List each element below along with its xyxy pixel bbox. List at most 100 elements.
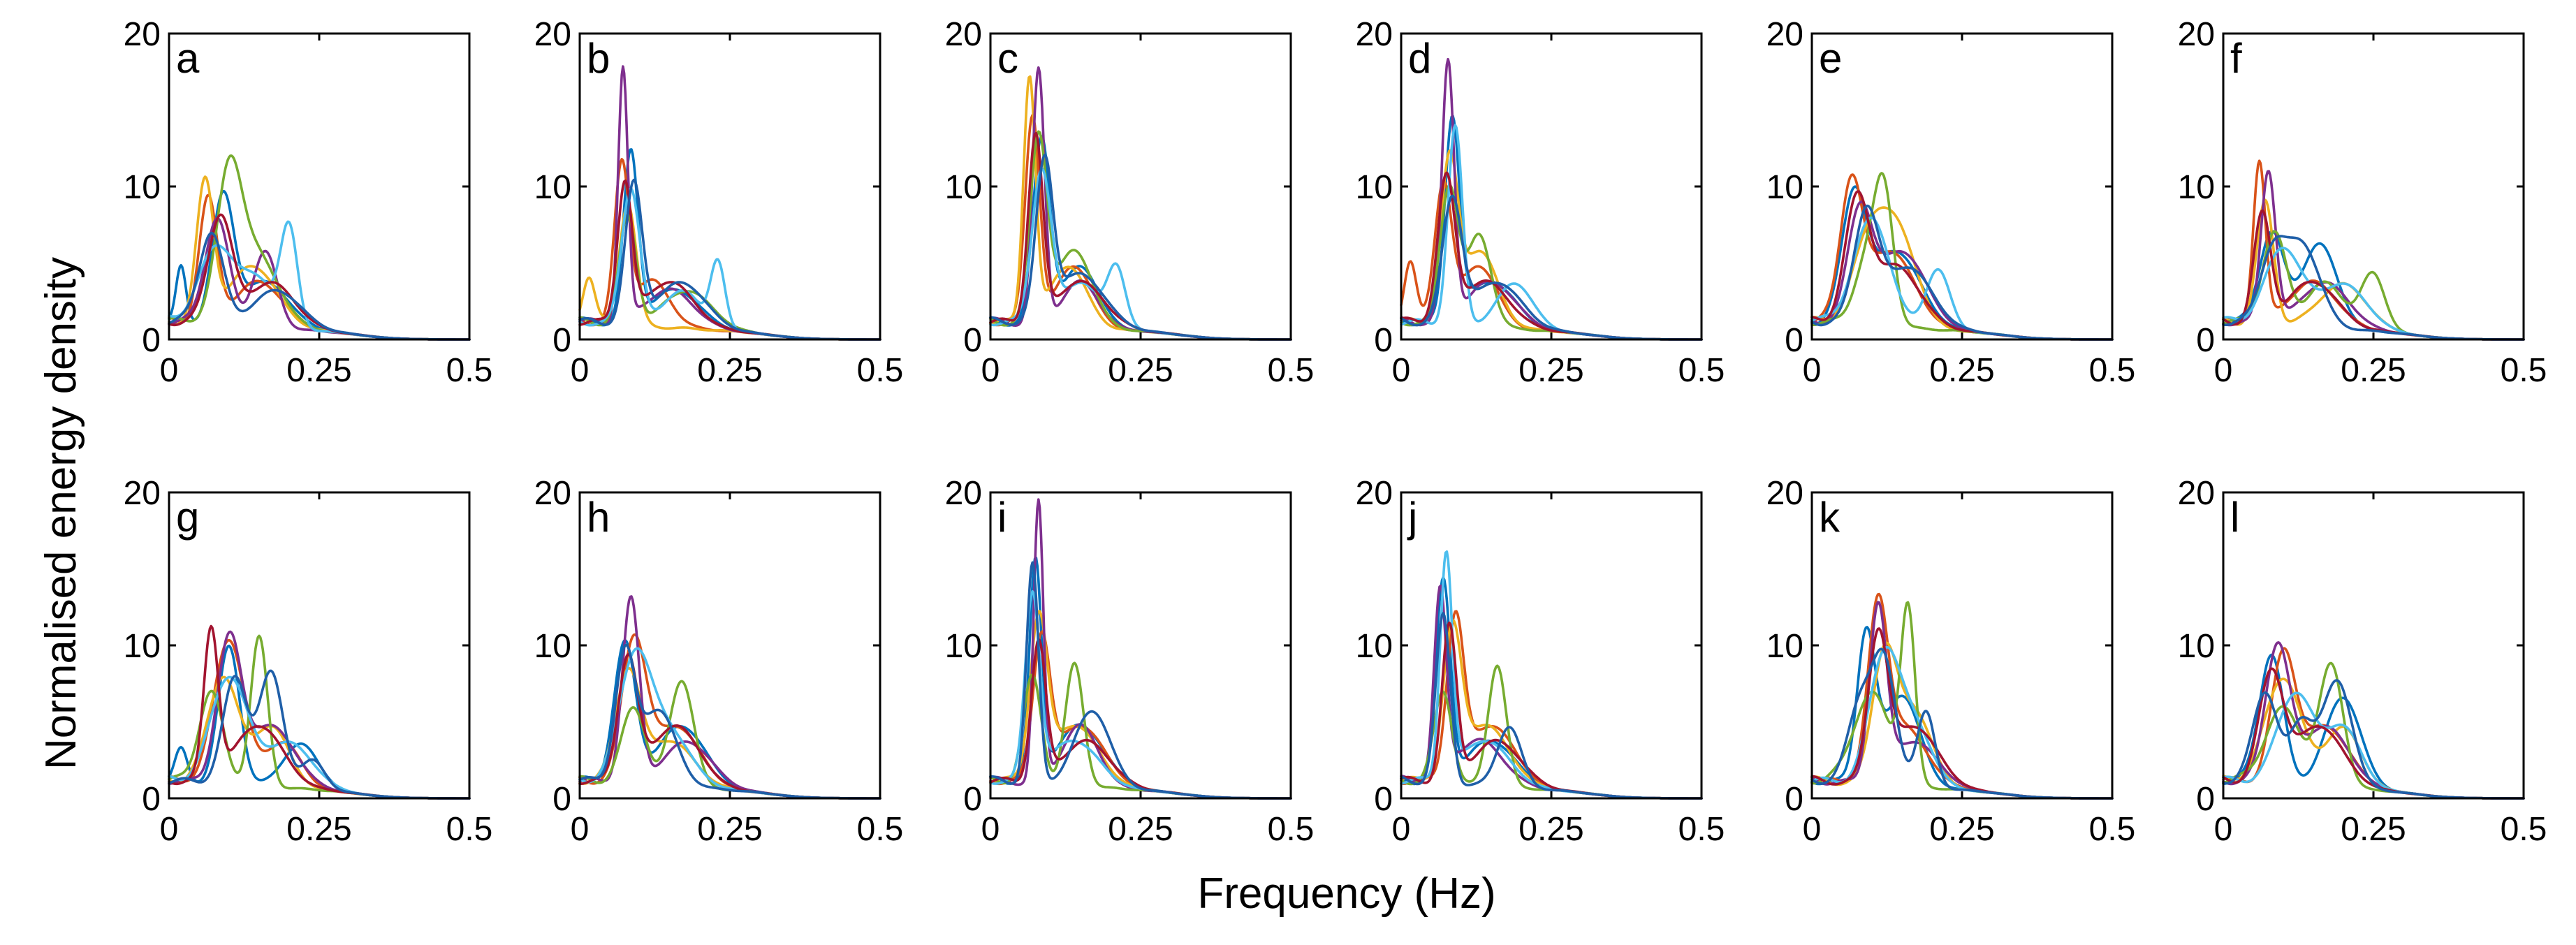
panel-e-xtick-label: 0 xyxy=(1803,352,1822,389)
panel-e-xtick-label: 0.25 xyxy=(1929,352,1994,389)
panel-b-letter: b xyxy=(587,35,610,82)
panel-j: 0 10 20 0 0.25 0.5 j xyxy=(1356,475,1725,848)
panel-d: 0 10 20 0 0.25 0.5 d xyxy=(1356,16,1725,389)
panel-l-ytick-label: 20 xyxy=(2178,475,2215,512)
panel-j-ytick-label: 10 xyxy=(1356,628,1393,665)
panel-i-ytick-label: 0 xyxy=(963,781,982,818)
panel-l: 0 10 20 0 0.25 0.5 l xyxy=(2178,475,2547,848)
panel-e-series-7 xyxy=(1810,190,2114,341)
panel-a-letter: a xyxy=(176,35,200,82)
panel-d-xtick-label: 0.25 xyxy=(1518,352,1583,389)
panel-j-xtick-label: 0.5 xyxy=(1678,811,1725,848)
panel-i-series-3 xyxy=(989,610,1292,800)
panel-c-ytick-label: 10 xyxy=(945,169,982,206)
panel-j-letter: j xyxy=(1407,494,1417,541)
panel-i-xtick-label: 0 xyxy=(981,811,1000,848)
panel-a: 0 10 20 0 0.25 0.5 a xyxy=(124,16,493,389)
panel-k-xtick-label: 0.25 xyxy=(1929,811,1994,848)
panel-a-ytick-label: 0 xyxy=(142,322,161,359)
panel-b-xtick-label: 0.5 xyxy=(857,352,904,389)
panel-h-series-3 xyxy=(578,666,881,800)
panel-g-ytick-label: 0 xyxy=(142,781,161,818)
panel-k-xtick-label: 0.5 xyxy=(2089,811,2136,848)
panel-e: 0 10 20 0 0.25 0.5 e xyxy=(1766,16,2136,389)
panel-f-letter: f xyxy=(2230,35,2242,82)
panel-h: 0 10 20 0 0.25 0.5 h xyxy=(534,475,904,848)
panel-k-ytick-label: 20 xyxy=(1766,475,1803,512)
panel-j-ytick-label: 0 xyxy=(1374,781,1393,818)
panel-k-letter: k xyxy=(1819,494,1840,541)
panel-c-ytick-label: 20 xyxy=(945,16,982,53)
panel-g-ytick-label: 20 xyxy=(124,475,161,512)
panel-j-xtick-label: 0 xyxy=(1392,811,1411,848)
panel-f: 0 10 20 0 0.25 0.5 f xyxy=(2178,16,2547,389)
panel-b-series-6 xyxy=(578,187,881,341)
panel-d-xtick-label: 0.5 xyxy=(1678,352,1725,389)
panel-l-xtick-label: 0 xyxy=(2214,811,2233,848)
panel-c-xtick-label: 0.25 xyxy=(1108,352,1173,389)
panel-a-ytick-label: 20 xyxy=(124,16,161,53)
panel-j-series-8 xyxy=(1400,612,1703,800)
panel-b-xtick-label: 0.25 xyxy=(697,352,762,389)
panel-f-ytick-label: 10 xyxy=(2178,169,2215,206)
panels-layer: 0 10 20 0 0.25 0.5 a 0 10 20 0 0.25 0.5 b 0 10 20 0 0.25 0.… xyxy=(124,16,2547,848)
panel-b-xtick-label: 0 xyxy=(571,352,590,389)
panel-f-xtick-label: 0 xyxy=(2214,352,2233,389)
panel-a-xtick-label: 0.5 xyxy=(446,352,493,389)
panel-f-series-5 xyxy=(2222,230,2525,341)
panel-f-xtick-label: 0.25 xyxy=(2341,352,2406,389)
panel-h-ytick-label: 0 xyxy=(552,781,571,818)
panel-c-letter: c xyxy=(997,35,1018,82)
panel-k: 0 10 20 0 0.25 0.5 k xyxy=(1766,475,2136,848)
panel-a-xtick-label: 0.25 xyxy=(286,352,351,389)
panel-g-ytick-label: 10 xyxy=(124,628,161,665)
panel-d-series-5 xyxy=(1400,184,1703,341)
panel-h-ytick-label: 10 xyxy=(534,628,571,665)
panel-d-ytick-label: 10 xyxy=(1356,169,1393,206)
panel-e-series-8 xyxy=(1810,204,2114,341)
y-axis-title: Normalised energy density xyxy=(37,257,85,770)
panel-i-letter: i xyxy=(997,494,1007,541)
panel-f-frame xyxy=(2222,32,2525,341)
panel-g-xtick-label: 0.25 xyxy=(286,811,351,848)
panel-c: 0 10 20 0 0.25 0.5 c xyxy=(945,16,1315,389)
panel-a-frame xyxy=(168,32,471,341)
panel-b-ytick-label: 20 xyxy=(534,16,571,53)
panel-i-series-5 xyxy=(989,661,1292,800)
panel-i-ytick-label: 10 xyxy=(945,628,982,665)
panel-j-series-7 xyxy=(1400,621,1703,800)
panel-g: 0 10 20 0 0.25 0.5 g xyxy=(124,475,493,848)
panel-k-ytick-label: 10 xyxy=(1766,628,1803,665)
panel-l-xtick-label: 0.5 xyxy=(2501,811,2547,848)
panel-c-ytick-label: 0 xyxy=(963,322,982,359)
panel-b: 0 10 20 0 0.25 0.5 b xyxy=(534,16,904,389)
panel-h-ytick-label: 20 xyxy=(534,475,571,512)
panel-h-series-4 xyxy=(578,595,881,800)
panel-l-ytick-label: 0 xyxy=(2196,781,2215,818)
panel-g-series-4 xyxy=(168,630,471,800)
panel-d-series-8 xyxy=(1400,194,1703,341)
panel-d-series-2 xyxy=(1400,179,1703,341)
panel-j-xtick-label: 0.25 xyxy=(1518,811,1583,848)
panel-i: 0 10 20 0 0.25 0.5 i xyxy=(945,475,1315,848)
panel-l-letter: l xyxy=(2230,494,2239,541)
panel-i-xtick-label: 0.5 xyxy=(1268,811,1315,848)
panel-d-xtick-label: 0 xyxy=(1392,352,1411,389)
panel-k-ytick-label: 0 xyxy=(1785,781,1803,818)
panel-g-letter: g xyxy=(176,494,199,541)
panel-h-xtick-label: 0.5 xyxy=(857,811,904,848)
panel-f-ytick-label: 20 xyxy=(2178,16,2215,53)
panel-g-xtick-label: 0.5 xyxy=(446,811,493,848)
panel-a-series-3 xyxy=(168,175,471,341)
panel-a-xtick-label: 0 xyxy=(160,352,179,389)
panel-c-xtick-label: 0.5 xyxy=(1268,352,1315,389)
panel-k-xtick-label: 0 xyxy=(1803,811,1822,848)
panel-e-letter: e xyxy=(1819,35,1842,82)
panel-l-ytick-label: 10 xyxy=(2178,628,2215,665)
panel-f-xtick-label: 0.5 xyxy=(2501,352,2547,389)
panel-i-series-7 xyxy=(989,638,1292,800)
panel-e-ytick-label: 10 xyxy=(1766,169,1803,206)
panel-d-ytick-label: 0 xyxy=(1374,322,1393,359)
panel-a-ytick-label: 10 xyxy=(124,169,161,206)
